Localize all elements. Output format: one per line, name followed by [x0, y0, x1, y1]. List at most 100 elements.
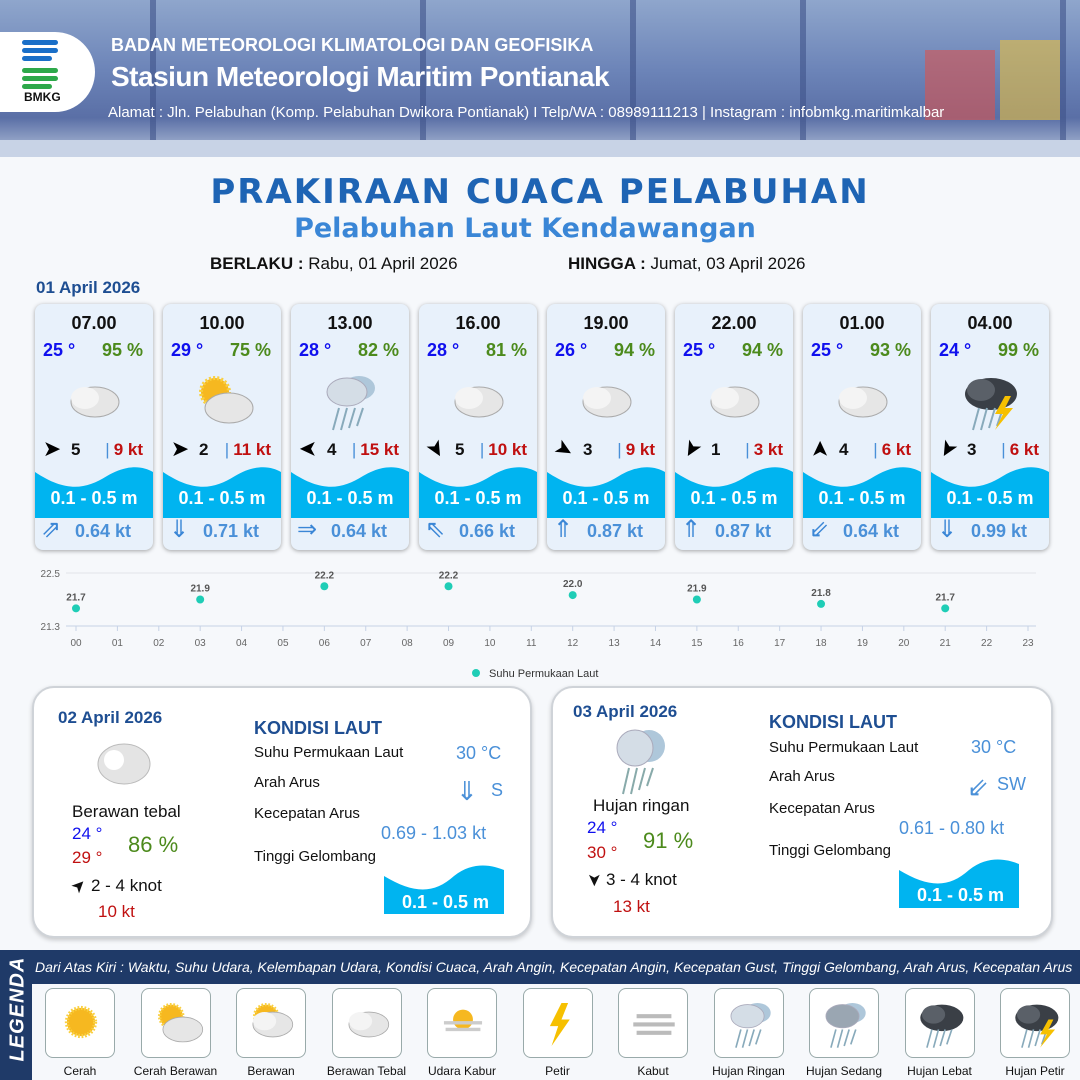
legend-label: Hujan Ringan: [712, 1064, 785, 1078]
time: 01.00: [839, 313, 885, 333]
current-arrow-icon: ⇙: [809, 516, 830, 543]
legend-label: Udara Kabur: [427, 1064, 497, 1078]
gust: 10 kt: [98, 902, 135, 921]
wave-graphic: [899, 859, 1019, 908]
current-speed: 0.64 kt: [75, 521, 132, 541]
current-speed: 0.99 kt: [971, 521, 1028, 541]
wind-speed: 5: [455, 440, 465, 459]
wind-arrow-icon: ➤: [170, 436, 190, 461]
station-name: Stasiun Meteorologi Maritim Pontianak: [111, 61, 610, 92]
x-tick: 13: [609, 638, 621, 649]
berawan-tebal-icon: [699, 366, 769, 432]
sst-value: 30 °C: [456, 743, 502, 763]
current-speed: 0.64 kt: [331, 521, 388, 541]
forecast-card-01.00: 01.00 25 ° 93 % ➤ 4 | 6 kt 0.1 - 0.5 m ⇙ …: [803, 304, 921, 550]
data-label: 21.7: [66, 592, 86, 603]
current-speed-label: Kecepatan Arus: [254, 805, 360, 822]
port-name: Pelabuhan Laut Kendawangan: [294, 213, 756, 244]
light-rain-icon: [616, 729, 665, 795]
x-tick: 08: [402, 638, 414, 649]
gust-speed: | 6 kt: [873, 440, 911, 459]
berawan-tebal-icon: [443, 366, 513, 432]
legend-berawan: [236, 988, 306, 1058]
wind-speed: 3: [583, 440, 593, 459]
hujan-ringan-icon: [721, 993, 779, 1051]
condition: Berawan tebal: [72, 802, 181, 821]
humidity: 94 %: [613, 340, 655, 360]
wind-arrow-icon: ➤: [550, 433, 579, 465]
current-arrow-icon: ⇑: [681, 516, 702, 543]
current-speed-label: Kecepatan Arus: [769, 800, 875, 817]
data-point: [941, 604, 950, 613]
wave-height: 0.1 - 0.5 m: [306, 488, 394, 508]
org-name: BADAN METEOROLOGI KLIMATOLOGI DAN GEOFIS…: [111, 35, 594, 55]
wind-speed: 1: [711, 440, 721, 459]
hujan-petir-icon: [955, 366, 1025, 432]
valid-from: BERLAKU : Rabu, 01 April 2026: [210, 254, 458, 273]
x-tick: 17: [774, 638, 786, 649]
temp-max: 29 °: [72, 848, 103, 867]
wave-height: 0.1 - 0.5 m: [178, 488, 266, 508]
data-label: 22.2: [439, 570, 459, 581]
wave-value: 0.1 - 0.5 m: [917, 885, 1005, 905]
current-arrow-icon: ⇓: [937, 516, 958, 543]
data-label: 22.2: [315, 570, 335, 581]
x-tick: 07: [360, 638, 372, 649]
cloud-icon: [97, 743, 151, 785]
temperature: 25 °: [811, 340, 844, 360]
legend-berawan-tebal: [331, 988, 402, 1058]
sst-value: 30 °C: [971, 737, 1017, 757]
wave-graphic: [931, 467, 1049, 518]
x-tick: 22: [981, 638, 993, 649]
forecast-card-04.00: 04.00 24 ° 99 % ➤ 3 | 6 kt 0.1 - 0.5 m ⇓ …: [931, 304, 1049, 550]
legend-kabut: [618, 988, 688, 1058]
x-tick: 09: [443, 638, 455, 649]
time: 13.00: [327, 313, 373, 333]
wave-height: 0.1 - 0.5 m: [690, 488, 778, 508]
legend-hujan-lebat: [904, 988, 975, 1058]
wind-arrow-icon: ➤: [585, 872, 605, 888]
x-tick: 03: [195, 638, 207, 649]
wind: ➤ 3 - 4 knot: [585, 870, 677, 889]
current-speed: 0.66 kt: [459, 521, 516, 541]
day2-panel: 02 April 2026 Berawan tebal 24 ° 29 ° 86…: [32, 686, 532, 938]
humidity: 99 %: [997, 340, 1039, 360]
wind-speed: 4: [327, 440, 337, 459]
gust-speed: | 6 kt: [1001, 440, 1039, 459]
time: 19.00: [583, 313, 629, 333]
temperature: 24 °: [939, 340, 972, 360]
wind-arrow-icon: ➤: [932, 435, 964, 464]
wave-height: 0.1 - 0.5 m: [946, 488, 1034, 508]
legend-hujan-sedang: [809, 988, 879, 1058]
gust-speed: | 9 kt: [105, 440, 143, 459]
header-banner: BMKG BADAN METEOROLOGI KLIMATOLOGI DAN G…: [0, 0, 1080, 157]
legend-hujan-petir: [1000, 988, 1070, 1058]
x-tick: 16: [733, 638, 745, 649]
time: 07.00: [71, 313, 117, 333]
x-tick: 10: [484, 638, 496, 649]
gust: 13 kt: [613, 897, 650, 916]
sea-title: KONDISI LAUT: [769, 712, 897, 732]
address: Alamat : Jln. Pelabuhan (Komp. Pelabuhan…: [108, 104, 945, 121]
x-tick: 05: [277, 638, 289, 649]
cerah-berawan-icon: [148, 993, 206, 1051]
data-point: [568, 591, 577, 600]
wave-value: 0.1 - 0.5 m: [402, 892, 490, 912]
hujan-petir-icon: [1007, 993, 1065, 1051]
berawan-tebal-icon: [59, 366, 129, 432]
hujan-lebat-icon: [912, 993, 970, 1051]
legend-label: Berawan Tebal: [326, 1064, 407, 1078]
gust-speed: | 3 kt: [745, 440, 783, 459]
humidity: 75 %: [229, 340, 271, 360]
current-arrow-icon: ⇓: [169, 516, 190, 543]
logo-text: BMKG: [24, 90, 61, 104]
y-tick: 22.5: [41, 569, 61, 580]
legend-label: Cerah Berawan: [133, 1064, 218, 1078]
current-speed: 0.64 kt: [843, 521, 900, 541]
wind-speed: 3: [967, 440, 977, 459]
data-label: 21.7: [935, 592, 955, 603]
x-tick: 06: [319, 638, 331, 649]
data-point: [320, 582, 329, 591]
wind-arrow-icon: ➤: [807, 439, 832, 459]
legend-cerah: [45, 988, 115, 1058]
